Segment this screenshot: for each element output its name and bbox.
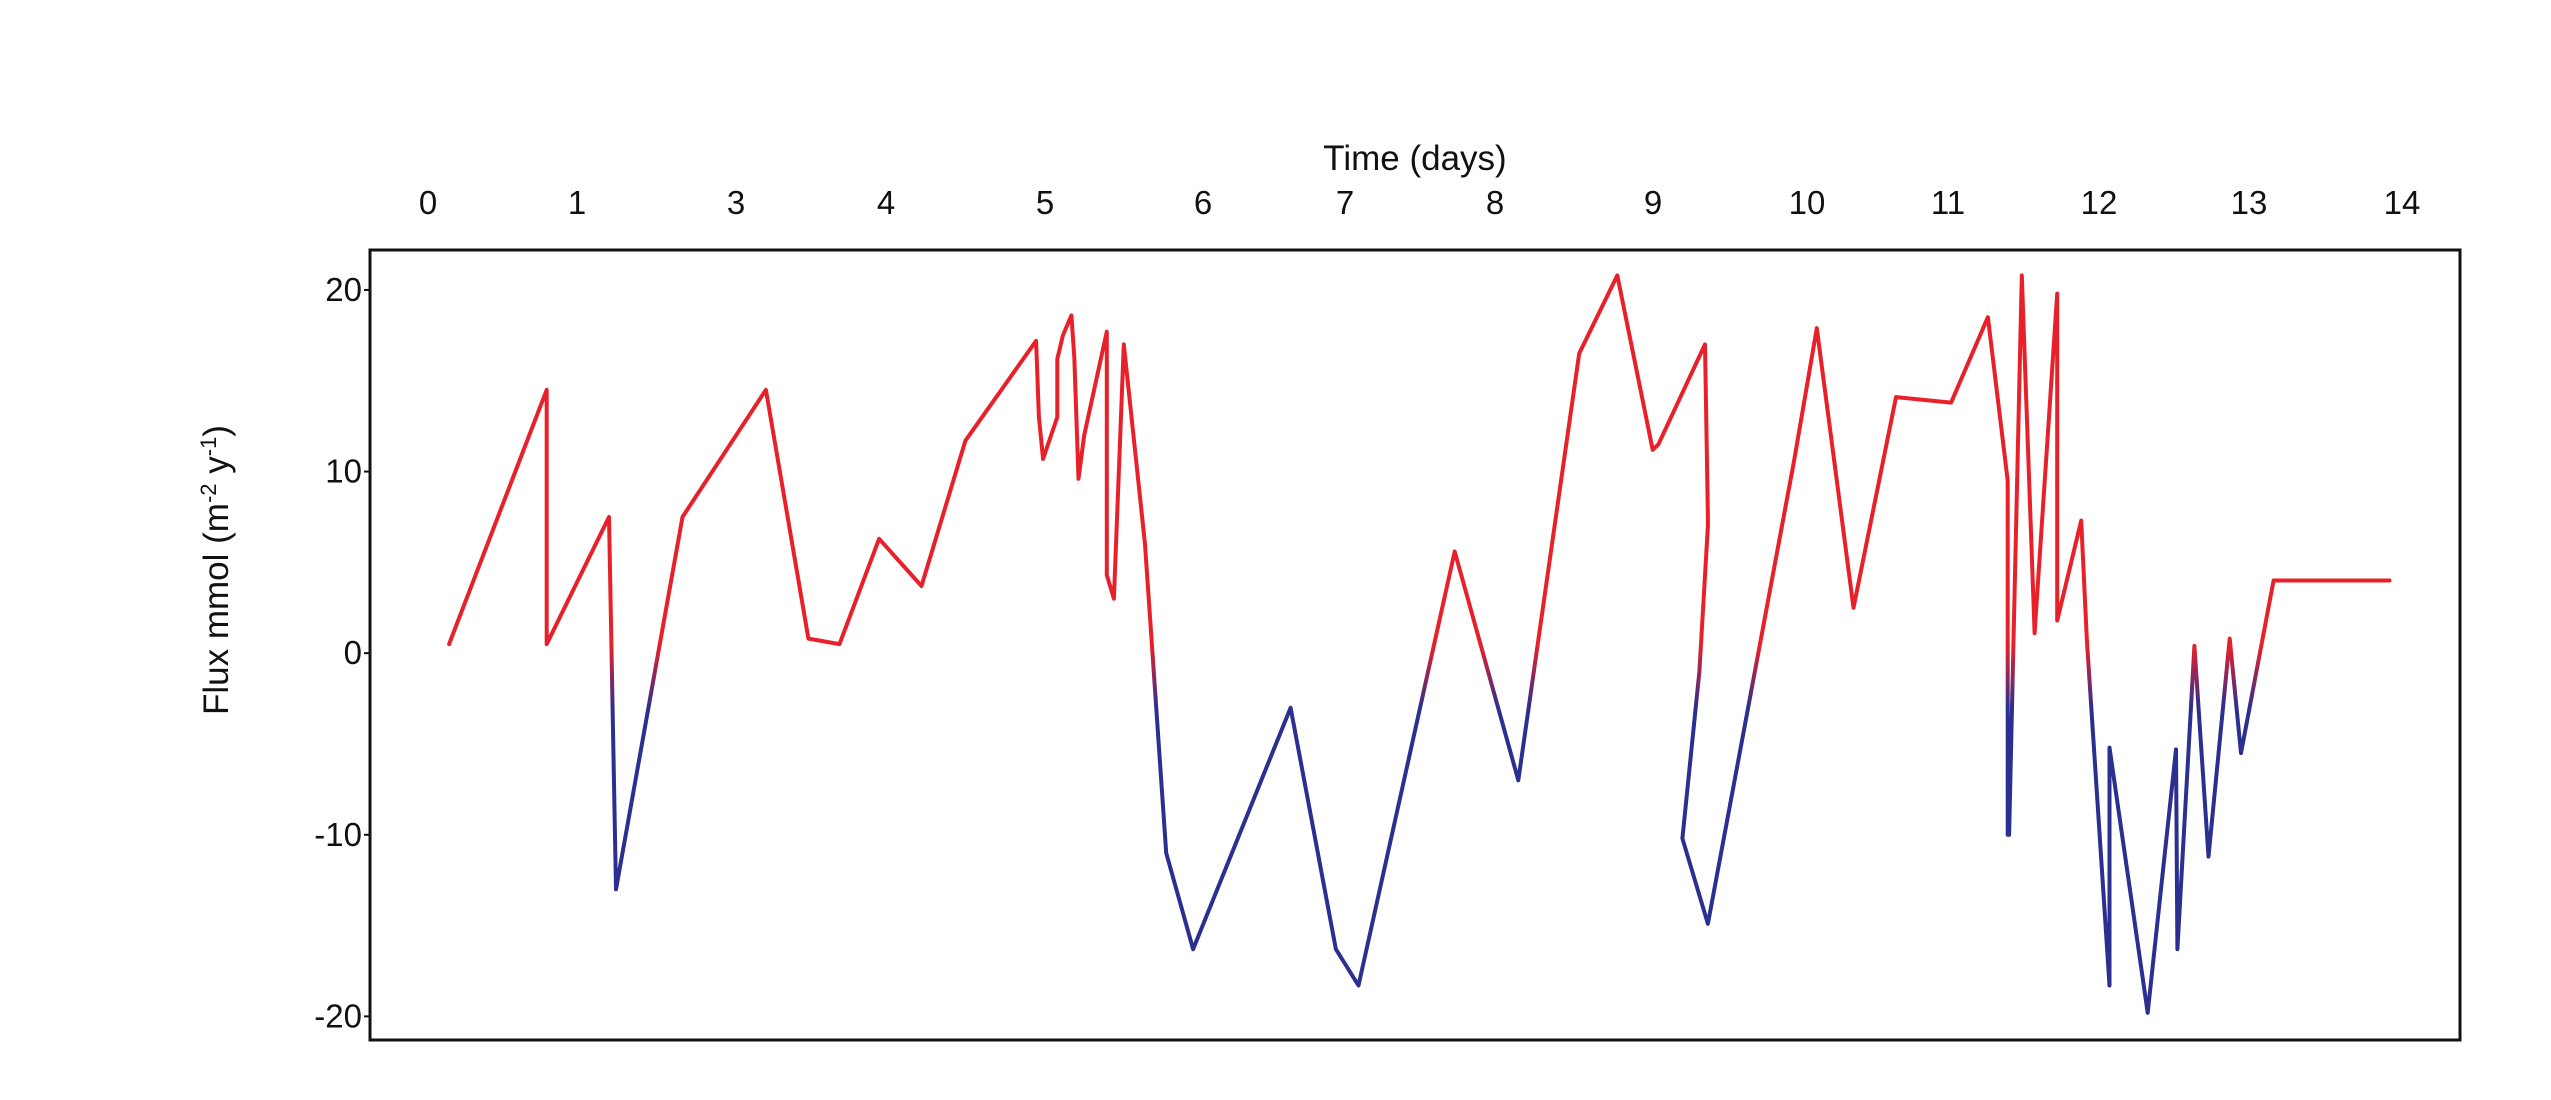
x-tick-label: 13	[2231, 184, 2268, 221]
x-tick-labels: 0 1 3 4 5 6 7 8 9 10 11 12 13 14	[419, 184, 2421, 221]
y-tick-label: 10	[325, 453, 362, 490]
y-tick-label: -20	[314, 997, 362, 1034]
x-tick-label: 8	[1486, 184, 1504, 221]
y-ticks: 20 10 0 -10 -20	[314, 271, 370, 1034]
x-axis-title: Time (days)	[1323, 139, 1506, 178]
flux-series-line	[447, 273, 2392, 1015]
y-tick-label: 0	[344, 634, 362, 671]
x-tick-label: 6	[1194, 184, 1212, 221]
x-tick-label: 0	[419, 184, 437, 221]
x-tick-label: 10	[1789, 184, 1826, 221]
x-tick-label: 12	[2081, 184, 2118, 221]
y-axis-title: Flux mmol (m-2 y-1)	[196, 425, 237, 715]
series-lines	[447, 273, 2392, 1015]
x-tick-label: 3	[727, 184, 745, 221]
y-tick-label: -10	[314, 816, 362, 853]
x-tick-label: 14	[2384, 184, 2421, 221]
x-tick-label: 5	[1036, 184, 1054, 221]
x-tick-label: 9	[1644, 184, 1662, 221]
x-tick-label: 1	[568, 184, 586, 221]
y-tick-label: 20	[325, 271, 362, 308]
x-tick-label: 4	[877, 184, 895, 221]
x-tick-label: 7	[1336, 184, 1354, 221]
x-tick-label: 11	[1931, 184, 1965, 221]
plot-frame	[368, 248, 2462, 1042]
